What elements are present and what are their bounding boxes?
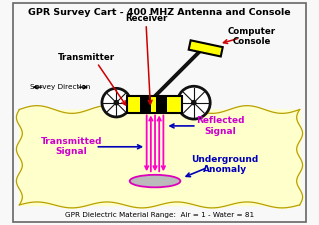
Text: Transmitter: Transmitter (58, 53, 115, 62)
Text: Transmitted
Signal: Transmitted Signal (41, 137, 102, 156)
Text: Computer
Console: Computer Console (228, 27, 276, 46)
Circle shape (102, 88, 130, 117)
Circle shape (114, 101, 118, 105)
Bar (156, 96, 167, 113)
Circle shape (192, 101, 196, 105)
Text: GPR Survey Cart - 400 MHZ Antenna and Console: GPR Survey Cart - 400 MHZ Antenna and Co… (28, 8, 291, 17)
Bar (127, 96, 182, 113)
Circle shape (177, 86, 210, 119)
Text: GPR Dielectric Material Range:  Air = 1 - Water = 81: GPR Dielectric Material Range: Air = 1 -… (65, 212, 254, 218)
Bar (19, 110, 300, 205)
Polygon shape (189, 40, 223, 56)
Ellipse shape (130, 175, 180, 187)
Text: Reflected
Signal: Reflected Signal (197, 116, 245, 136)
Text: Underground
Anomaly: Underground Anomaly (191, 155, 259, 174)
Text: Receiver: Receiver (125, 14, 167, 23)
Bar (140, 96, 151, 113)
Text: Survey Direction: Survey Direction (30, 84, 91, 90)
